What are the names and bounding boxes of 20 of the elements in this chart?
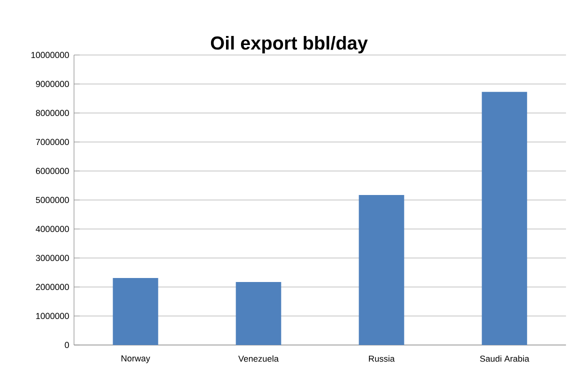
- y-tick-label: 0: [64, 342, 69, 348]
- y-tick-label: 7000000: [36, 138, 69, 146]
- bar: [358, 195, 404, 345]
- x-tick-label: Venezuela: [238, 355, 279, 362]
- y-tick-label: 10000000: [31, 52, 69, 58]
- chart-title: Oil export bbl/day: [210, 36, 368, 54]
- x-tick-label: Norway: [122, 355, 150, 364]
- y-tick-label: 4000000: [36, 226, 69, 232]
- x-tick-label: Saudi Arabia: [480, 355, 530, 362]
- y-tick-label: 8000000: [36, 110, 69, 116]
- bar: [482, 92, 528, 345]
- y-tick-label: 6000000: [36, 168, 69, 174]
- y-tick-label: 5000000: [36, 196, 69, 204]
- y-tick-label: 9000000: [36, 80, 69, 88]
- x-tick-label: Russia: [368, 355, 395, 362]
- y-tick-label: 2000000: [36, 284, 69, 290]
- bar: [236, 282, 282, 345]
- y-tick-label: 1000000: [36, 312, 69, 320]
- bar: [112, 278, 158, 345]
- y-tick-label: 3000000: [36, 254, 69, 262]
